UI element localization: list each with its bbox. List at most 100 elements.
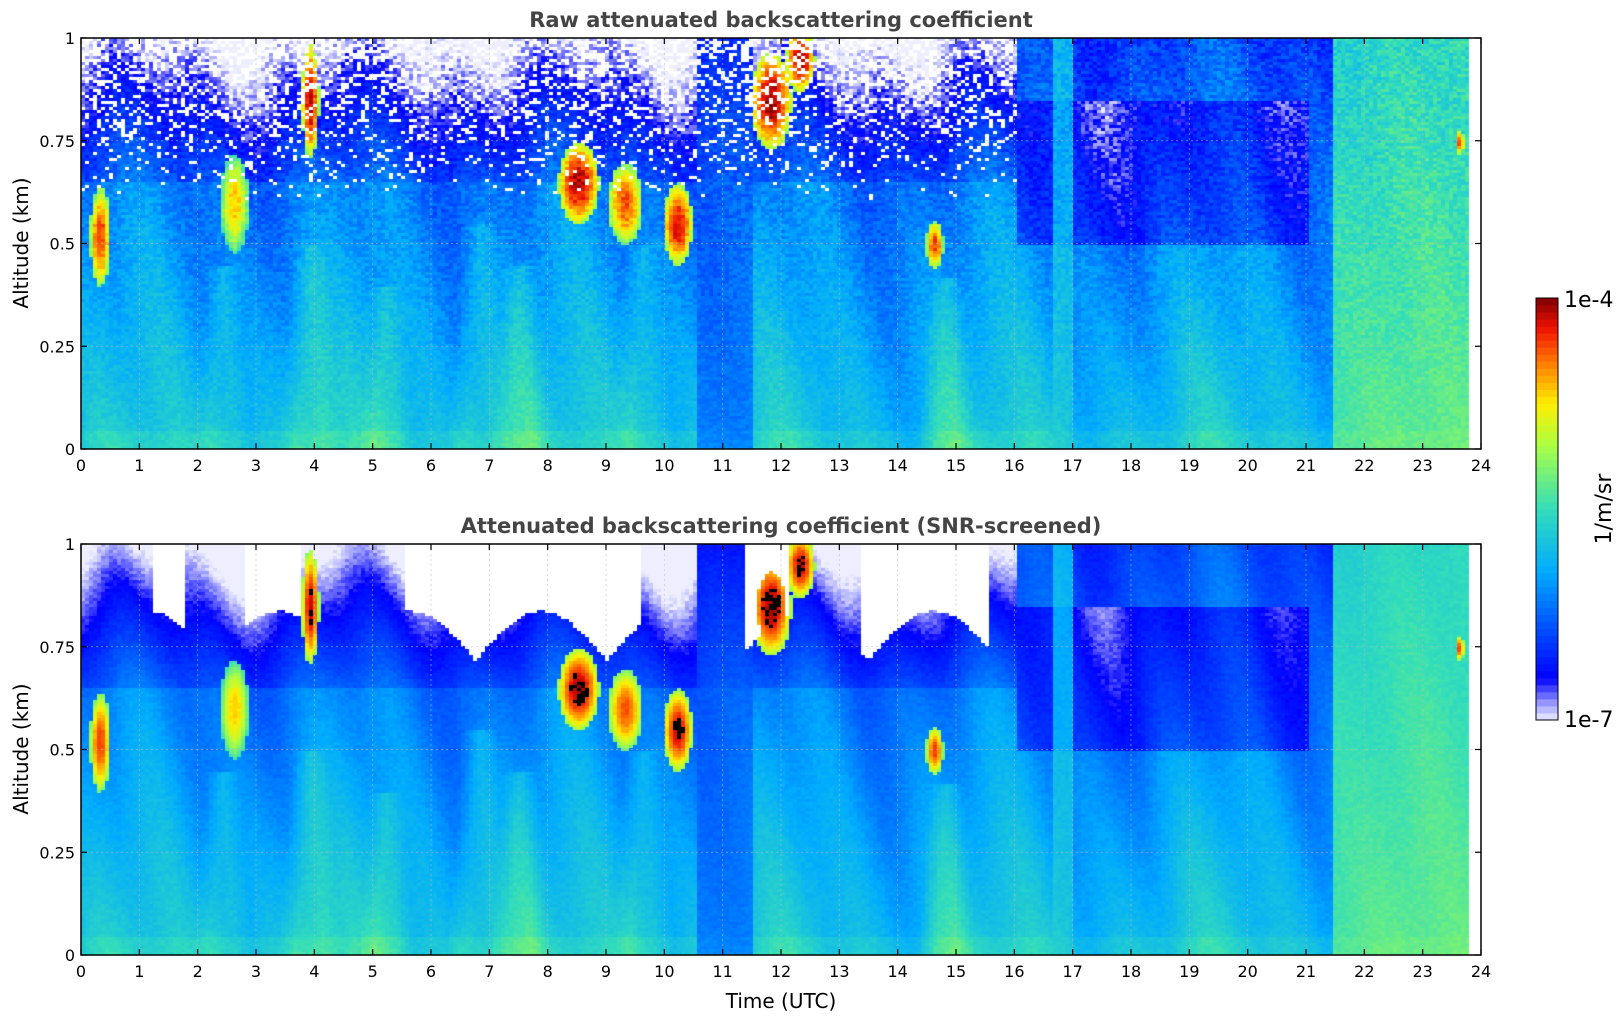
panel-screened-ylabel: Altitude (km) — [9, 683, 33, 814]
x-tick-label: 14 — [887, 456, 907, 475]
colorbar-step — [1536, 649, 1558, 658]
colorbar-step — [1536, 607, 1558, 615]
colorbar-step — [1536, 537, 1558, 545]
colorbar-step — [1536, 516, 1558, 524]
x-tick-label: 24 — [1471, 456, 1491, 475]
colorbar-step — [1536, 466, 1558, 475]
panel-screened-grid — [81, 544, 1481, 955]
x-tick-label: 4 — [309, 456, 319, 475]
x-tick-label: 12 — [771, 456, 791, 475]
panel-screened-xlabel: Time (UTC) — [725, 989, 837, 1013]
colorbar-step — [1536, 438, 1558, 447]
colorbar-step — [1536, 628, 1558, 637]
x-tick-label: 18 — [1121, 962, 1141, 981]
x-tick-label: 2 — [193, 962, 203, 981]
colorbar-step — [1536, 712, 1558, 721]
x-tick-label: 0 — [76, 962, 86, 981]
colorbar-step — [1536, 614, 1558, 623]
colorbar-step — [1536, 551, 1558, 559]
colorbar-step — [1536, 579, 1558, 587]
y-tick-label: 0.75 — [39, 638, 75, 657]
colorbar-step — [1536, 312, 1558, 320]
colorbar-step — [1536, 600, 1558, 608]
x-tick-label: 19 — [1179, 962, 1199, 981]
x-tick-label: 9 — [601, 456, 611, 475]
x-tick-label: 1 — [134, 456, 144, 475]
x-tick-label: 2 — [193, 456, 203, 475]
colorbar-step — [1536, 333, 1558, 341]
panel-screened-ticks: 0 1 2 3 4 5 6 7 8 9 10 11 12 13 14 15 16 17 18 19 20 21 22 23 24… — [39, 535, 1491, 981]
x-tick-label: 15 — [946, 456, 966, 475]
colorbar-step — [1536, 354, 1558, 362]
colorbar-step — [1536, 459, 1558, 468]
colorbar-step — [1536, 677, 1558, 686]
colorbar-step — [1536, 326, 1558, 334]
colorbar-step — [1536, 389, 1558, 397]
x-tick-label: 23 — [1412, 962, 1432, 981]
x-tick-label: 10 — [654, 962, 674, 981]
panel-screened: Attenuated backscattering coefficient (S… — [9, 514, 1491, 1013]
y-tick-label: 0 — [65, 440, 75, 459]
y-tick-label: 0.5 — [50, 235, 75, 254]
x-tick-label: 3 — [251, 456, 261, 475]
colorbar: 1e-4 1e-7 1/m/sr — [1535, 288, 1617, 733]
colorbar-max-label: 1e-4 — [1564, 288, 1613, 313]
colorbar-label: 1/m/sr — [1592, 473, 1617, 545]
colorbar-step — [1536, 593, 1558, 601]
panel-screened-plot: 0 1 2 3 4 5 6 7 8 9 10 11 12 13 14 15 16 17 18 19 20 21 22 23 24… — [39, 535, 1491, 981]
x-tick-label: 21 — [1296, 962, 1316, 981]
colorbar-step — [1536, 544, 1558, 552]
colorbar-step — [1536, 319, 1558, 327]
colorbar-step — [1536, 663, 1558, 672]
colorbar-step — [1536, 705, 1558, 714]
x-tick-label: 15 — [946, 962, 966, 981]
x-tick-label: 14 — [887, 962, 907, 981]
colorbar-step — [1536, 417, 1558, 426]
panel-screened-title: Attenuated backscattering coefficient (S… — [461, 514, 1102, 538]
x-tick-label: 7 — [484, 962, 494, 981]
panel-raw: Raw attenuated backscattering coefficien… — [9, 8, 1491, 475]
colorbar-step — [1536, 375, 1558, 383]
y-tick-label: 1 — [65, 535, 75, 554]
colorbar-step — [1536, 635, 1558, 644]
x-tick-label: 24 — [1471, 962, 1491, 981]
colorbar-step — [1536, 487, 1558, 496]
colorbar-step — [1536, 572, 1558, 580]
x-tick-label: 10 — [654, 456, 674, 475]
x-tick-label: 8 — [543, 962, 553, 981]
colorbar-step — [1536, 368, 1558, 376]
colorbar-step — [1536, 565, 1558, 573]
x-tick-label: 13 — [829, 456, 849, 475]
colorbar-min-label: 1e-7 — [1564, 708, 1613, 733]
x-tick-label: 20 — [1237, 456, 1257, 475]
colorbar-step — [1536, 473, 1558, 482]
x-tick-label: 3 — [251, 962, 261, 981]
colorbar-step — [1536, 340, 1558, 348]
colorbar-step — [1536, 684, 1558, 693]
colorbar-step — [1536, 431, 1558, 440]
x-tick-label: 11 — [712, 456, 732, 475]
colorbar-step — [1536, 424, 1558, 433]
colorbar-step — [1536, 396, 1558, 404]
x-tick-label: 16 — [1004, 456, 1024, 475]
colorbar-step — [1536, 656, 1558, 665]
y-tick-label: 0 — [65, 946, 75, 965]
panel-raw-title: Raw attenuated backscattering coefficien… — [529, 8, 1033, 32]
colorbar-step — [1536, 445, 1558, 454]
colorbar-step — [1536, 509, 1558, 517]
x-tick-label: 6 — [426, 962, 436, 981]
colorbar-step — [1536, 403, 1558, 412]
colorbar-step — [1536, 670, 1558, 679]
colorbar-step — [1536, 501, 1558, 510]
y-tick-label: 0.75 — [39, 132, 75, 151]
x-tick-label: 19 — [1179, 456, 1199, 475]
x-tick-label: 11 — [712, 962, 732, 981]
panel-raw-ylabel: Altitude (km) — [9, 177, 33, 308]
panel-raw-ticks: 0 1 2 3 4 5 6 7 8 9 10 11 12 13 14 15 16 17 18 19 20 21 22 23 24… — [39, 29, 1491, 475]
x-tick-label: 9 — [601, 962, 611, 981]
colorbar-step — [1536, 530, 1558, 538]
x-tick-label: 1 — [134, 962, 144, 981]
panel-raw-plot: 0 1 2 3 4 5 6 7 8 9 10 11 12 13 14 15 16 17 18 19 20 21 22 23 24… — [39, 29, 1491, 475]
colorbar-step — [1536, 621, 1558, 630]
